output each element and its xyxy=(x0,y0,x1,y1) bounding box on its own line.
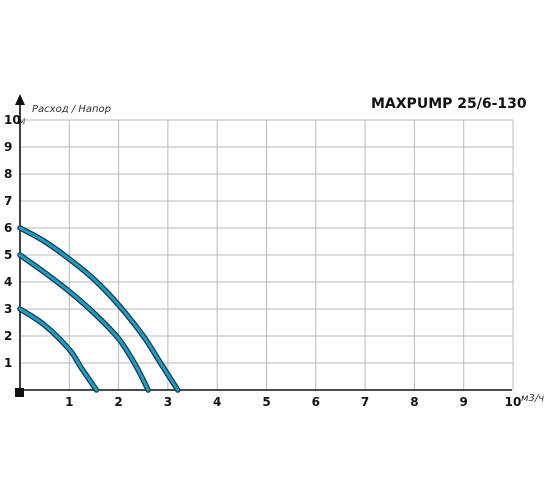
y-tick-label: 9 xyxy=(4,140,12,154)
y-tick-label: 10 xyxy=(4,113,21,127)
series-line-outline-3 xyxy=(17,306,100,393)
tick-labels: 1 2 3 4 5 6 7 8 9 10 1 2 3 4 5 6 7 8 9 10 xyxy=(4,113,521,409)
series-line-1 xyxy=(18,226,180,392)
x-tick-label: 6 xyxy=(312,395,320,409)
pump-curves xyxy=(17,225,181,393)
series-line-3 xyxy=(18,307,98,392)
y-axis-unit: м xyxy=(18,116,26,127)
axes xyxy=(15,94,512,397)
series-line-2 xyxy=(18,253,150,392)
x-axis-unit: м3/ч xyxy=(521,393,544,404)
x-tick-label: 1 xyxy=(65,395,73,409)
y-tick-label: 2 xyxy=(4,329,12,343)
y-tick-label: 4 xyxy=(4,275,12,289)
x-tick-label: 10 xyxy=(505,395,522,409)
x-tick-label: 8 xyxy=(410,395,418,409)
y-tick-label: 5 xyxy=(4,248,12,262)
x-tick-label: 9 xyxy=(460,395,468,409)
chart-title: MAXPUMP 25/6-130 xyxy=(371,96,527,112)
y-tick-label: 7 xyxy=(4,194,12,208)
y-tick-label: 1 xyxy=(4,356,12,370)
x-tick-label: 7 xyxy=(361,395,369,409)
origin-marker xyxy=(15,388,24,397)
y-axis-caption: Расход / Напор xyxy=(32,104,111,115)
y-tick-label: 3 xyxy=(4,302,12,316)
grid xyxy=(20,119,514,390)
y-tick-label: 8 xyxy=(4,167,12,181)
y-axis-arrow xyxy=(15,94,25,105)
x-tick-label: 2 xyxy=(114,395,122,409)
x-tick-label: 3 xyxy=(164,395,172,409)
x-tick-label: 4 xyxy=(213,395,221,409)
y-tick-label: 6 xyxy=(4,221,12,235)
x-tick-label: 5 xyxy=(262,395,270,409)
